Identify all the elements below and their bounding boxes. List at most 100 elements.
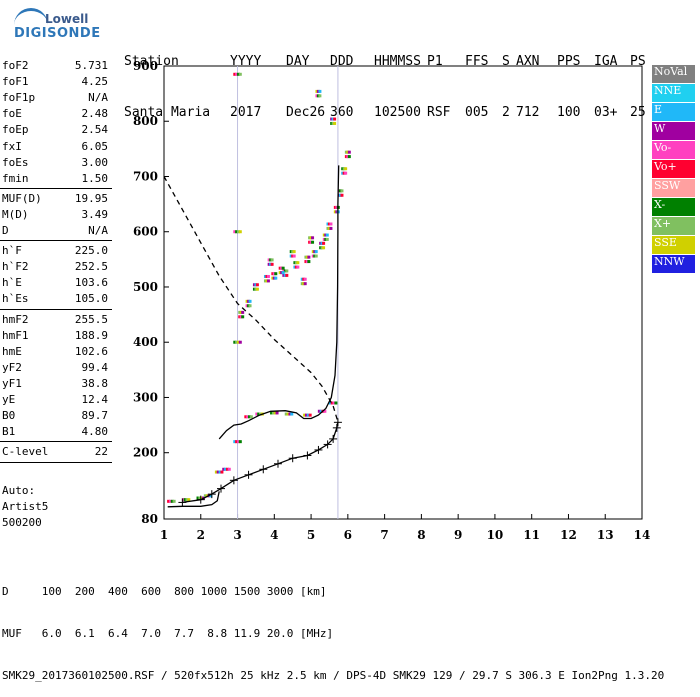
echo-point [218, 470, 222, 474]
echo-point [216, 470, 220, 474]
param-name: foF1p [2, 91, 36, 105]
echo-point [292, 250, 296, 254]
echo-point [330, 401, 334, 405]
param-row: fmin 1.50 [2, 171, 108, 187]
echo-point [241, 310, 245, 314]
echo-point [285, 269, 289, 273]
echo-point [288, 412, 292, 416]
footer-distance-row: D 100 200 400 600 800 1000 1500 3000 [km… [2, 585, 327, 598]
param-value: 19.95 [74, 191, 108, 205]
echo-point [333, 117, 337, 121]
echo-point [314, 250, 318, 254]
param-row: yE 12.4 [2, 392, 108, 408]
footer-file-info: SMK29_2017360102500.RSF / 520fx512h 25 k… [2, 669, 665, 682]
echo-point [311, 240, 315, 244]
echo-point [255, 412, 259, 416]
y-tick-label: 700 [133, 169, 158, 183]
echo-point [270, 411, 274, 415]
param-row: h`F2 252.5 [2, 259, 108, 275]
echo-point [285, 273, 289, 277]
echo-point [187, 498, 191, 502]
header-table: Station YYYY DAY DDD HHMMSS P1 FFS S AXN PPS IGA PS… [124, 19, 646, 138]
echo-point [322, 246, 326, 250]
param-row: foF1p N/A [2, 90, 108, 106]
legend-item-vo: Vo- [652, 141, 695, 159]
param-value: 2.48 [81, 107, 109, 121]
param-value: 22 [94, 445, 108, 459]
echo-point [333, 121, 337, 125]
echo-point [236, 230, 240, 234]
legend-item-w: W [652, 122, 695, 140]
y-tick-label: 900 [133, 59, 158, 73]
param-row: D N/A [2, 223, 108, 239]
param-value: 99.4 [81, 360, 109, 374]
legend-item-e: E [652, 103, 695, 121]
param-row: h`F 225.0 [2, 243, 108, 259]
header-row1-cell: S [502, 54, 510, 69]
echo-point [227, 467, 231, 471]
param-row: B1 4.80 [2, 424, 108, 440]
echo-point [238, 440, 242, 444]
echo-point [274, 276, 278, 280]
param-row: hmF1 188.9 [2, 328, 108, 344]
param-row: yF2 99.4 [2, 360, 108, 376]
header-row1-cell: PS [630, 54, 646, 69]
echo-point [236, 440, 240, 444]
echo-point [259, 412, 263, 416]
header-row2-cell: Santa Maria [124, 105, 211, 120]
echo-point [308, 413, 312, 417]
header-row2-cell: RSF [427, 105, 451, 120]
echo-point [209, 494, 213, 498]
echo-point [270, 262, 274, 266]
echo-point [296, 261, 300, 265]
echo-point [271, 411, 275, 415]
param-row: foF1 4.25 [2, 74, 108, 90]
param-name: yF2 [2, 360, 22, 374]
topside-profile-line [163, 176, 339, 422]
param-value: 89.7 [81, 409, 109, 423]
echo-point [274, 272, 278, 276]
echo-point [284, 412, 288, 416]
echo-point [290, 412, 294, 416]
density-profile-line [182, 422, 339, 504]
header-row2-cell: 712 [516, 105, 540, 120]
echo-point [235, 440, 239, 444]
x-tick-label: 12 [560, 528, 577, 542]
echo-point [332, 401, 336, 405]
param-name: foF2 [2, 59, 29, 72]
y-tick-label: 200 [133, 446, 158, 460]
echo-point [311, 236, 315, 240]
echo-point [307, 255, 311, 259]
header-row2-cell: 360 [330, 105, 354, 120]
header-row2-cell: 102500 [374, 105, 421, 120]
echo-point [303, 413, 307, 417]
echo-point [296, 265, 300, 269]
param-value: 3.49 [81, 207, 109, 221]
param-name: yE [2, 393, 16, 406]
param-value: N/A [88, 91, 108, 105]
x-tick-label: 10 [487, 528, 504, 542]
x-tick-label: 3 [233, 528, 241, 542]
echo-point [235, 340, 239, 344]
header-row1-cell: P1 [427, 54, 443, 69]
echo-point [266, 274, 270, 278]
echo-point [307, 260, 311, 264]
param-name: D [2, 224, 9, 237]
echo-point [303, 277, 307, 281]
y-tick-label: 800 [133, 114, 158, 128]
echo-point [323, 409, 327, 413]
param-value: 4.25 [81, 75, 109, 89]
echo-point [248, 304, 252, 308]
echo-point [344, 171, 348, 175]
echo-point [270, 258, 274, 262]
param-name: fxI [2, 139, 22, 153]
echo-point [236, 72, 240, 76]
auto-program: Artist5 [2, 500, 49, 513]
echo-point [318, 89, 322, 93]
param-name: M(D) [2, 207, 29, 221]
echo-point [183, 498, 187, 502]
echo-point [281, 266, 285, 270]
echo-point [181, 498, 185, 502]
param-value: 5.731 [74, 59, 108, 72]
echo-point [314, 254, 318, 258]
